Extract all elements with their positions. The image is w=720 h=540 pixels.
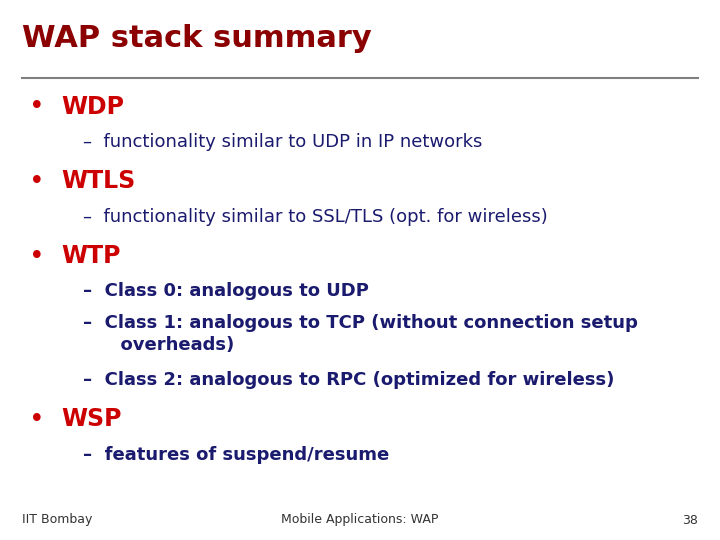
Text: 38: 38 [683, 514, 698, 526]
Text: WAP stack summary: WAP stack summary [22, 24, 372, 53]
Text: –  Class 1: analogous to TCP (without connection setup
      overheads): – Class 1: analogous to TCP (without con… [83, 314, 638, 354]
Text: –  functionality similar to SSL/TLS (opt. for wireless): – functionality similar to SSL/TLS (opt.… [83, 208, 547, 226]
Text: –  Class 2: analogous to RPC (optimized for wireless): – Class 2: analogous to RPC (optimized f… [83, 371, 614, 389]
Text: •: • [29, 407, 45, 433]
Text: •: • [29, 94, 45, 120]
Text: –  Class 0: analogous to UDP: – Class 0: analogous to UDP [83, 282, 369, 300]
Text: WTLS: WTLS [61, 169, 135, 193]
Text: –  features of suspend/resume: – features of suspend/resume [83, 446, 389, 463]
Text: IIT Bombay: IIT Bombay [22, 514, 92, 526]
Text: •: • [29, 169, 45, 195]
Text: WTP: WTP [61, 244, 121, 267]
Text: Mobile Applications: WAP: Mobile Applications: WAP [282, 514, 438, 526]
Text: –  functionality similar to UDP in IP networks: – functionality similar to UDP in IP net… [83, 133, 482, 151]
Text: WDP: WDP [61, 94, 125, 118]
Text: •: • [29, 244, 45, 269]
Text: WSP: WSP [61, 407, 122, 430]
